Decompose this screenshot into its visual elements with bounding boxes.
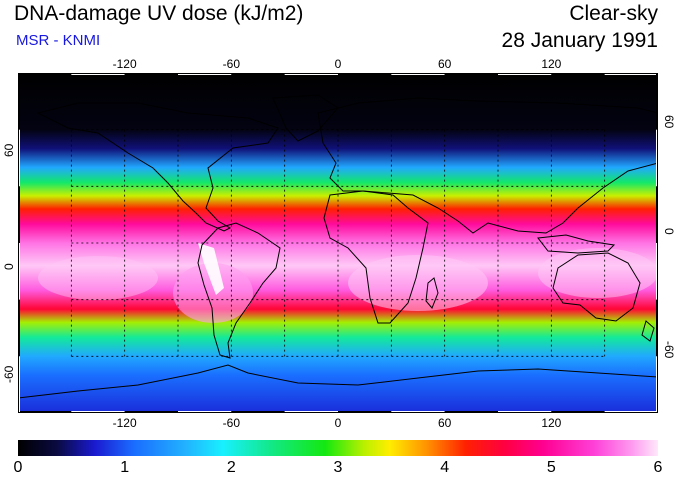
eurasia-coast	[317, 97, 658, 234]
antarctica-coast	[18, 364, 658, 399]
latitude-label-text: 0	[662, 228, 676, 235]
indonesia-coast	[537, 234, 616, 254]
latitude-label-text: 60	[2, 143, 16, 157]
latitude-label-text: -60	[2, 365, 16, 384]
longitude-label: -120	[112, 416, 137, 430]
graticule	[70, 129, 606, 357]
hotspot-australia	[538, 248, 658, 298]
sky-condition: Clear-sky	[569, 2, 658, 25]
colorbar-tick-label: 5	[546, 459, 556, 476]
hotspot-africa	[348, 255, 488, 311]
colorbar-tick-label: 6	[653, 459, 663, 476]
madagascar-coast	[425, 277, 439, 309]
longitude-label: 60	[437, 416, 452, 430]
latitude-label-left: 60	[0, 115, 16, 156]
greenland-coast	[272, 94, 339, 142]
north-america-coast	[36, 102, 279, 232]
new-zealand-coast	[641, 320, 655, 342]
longitude-label: -60	[222, 57, 240, 71]
map-border	[18, 73, 658, 413]
latitude-label-left: -60	[0, 341, 16, 383]
latitude-label-text: -60	[662, 341, 676, 359]
latitude-label-right: 60	[662, 115, 676, 145]
longitude-label: -120	[112, 57, 137, 71]
longitude-label: -60	[222, 416, 240, 430]
colorbar	[18, 440, 658, 456]
uv-dose-map	[18, 73, 658, 413]
latitude-label-left: 0	[0, 228, 16, 270]
colorbar-tick-label: 1	[120, 459, 130, 476]
longitude-label: 60	[437, 57, 452, 71]
latitude-label-right: -60	[662, 341, 676, 371]
colorbar-tick-label: 0	[13, 459, 23, 476]
latitude-label-text: 0	[2, 263, 16, 270]
coastlines	[18, 94, 658, 399]
hotspot-pacific	[38, 256, 158, 300]
colorbar-tick-label: 2	[226, 459, 236, 476]
source-label: MSR - KNMI	[16, 32, 101, 49]
hotspot-south-america	[173, 263, 253, 323]
date-label: 28 January 1991	[501, 29, 658, 52]
colorbar-tick-label: 3	[333, 459, 343, 476]
australia-coast	[552, 252, 641, 322]
longitude-label: 0	[334, 57, 342, 71]
longitude-label: 0	[334, 416, 342, 430]
andes-peak	[198, 243, 224, 295]
map-frame	[18, 73, 658, 413]
latitude-label-text: 60	[662, 114, 676, 129]
longitude-label: 120	[541, 416, 562, 430]
latitude-label-right: 0	[662, 228, 676, 258]
colorbar-tick-label: 4	[440, 459, 450, 476]
longitude-label: 120	[541, 57, 562, 71]
map-title: DNA-damage UV dose (kJ/m2)	[14, 2, 304, 25]
africa-coast	[323, 190, 429, 324]
